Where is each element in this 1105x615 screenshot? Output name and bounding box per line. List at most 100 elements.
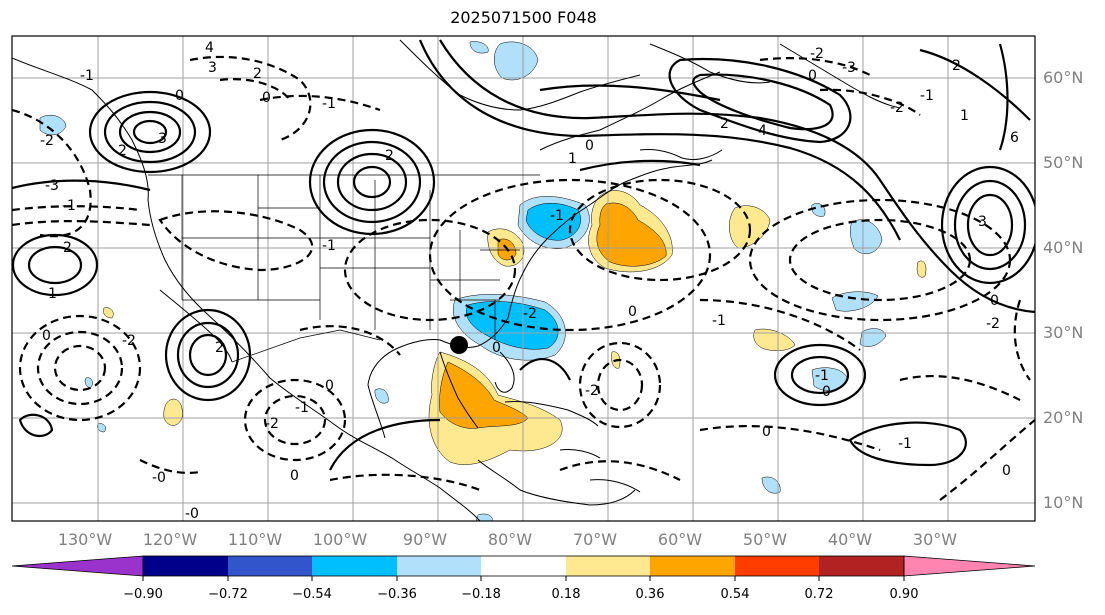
contour-labels: 4 3 2 0 -1 0 -1 2 3 -2 -3 -1 -2 0 1 2 -1… [40,40,1019,522]
negative-anomaly-region [97,423,106,433]
lat-tick-label: 40°N [1043,238,1083,257]
colorbar-extend-max [903,555,1036,577]
contour-label: -1 [322,238,336,254]
colorbar-segment [650,556,735,576]
colorbar-segment [819,556,904,576]
contour-label: 0 [262,90,271,106]
contour-label: 0 [290,468,299,484]
longitude-axis: 130°W 120°W 110°W 100°W 90°W 80°W 70°W 6… [58,530,957,549]
contour-label: 6 [1010,130,1019,146]
lat-tick-label: 30°N [1043,323,1083,342]
contour-label: 0 [822,384,831,400]
contour-label: -0 [152,470,166,486]
colorbar-tick-label: −0.90 [123,587,163,602]
contour-label: 0 [42,328,51,344]
positive-anomaly-region [103,307,114,319]
storm-center-marker [450,336,468,354]
contour-label: 2 [952,58,961,74]
lon-tick-label: 70°W [573,530,617,549]
contour-label: 0 [175,88,184,104]
contour-label: 3 [158,131,167,147]
contour-label: -0 [185,506,199,522]
contour-label: -2 [265,416,279,432]
contour-label: -2 [890,100,904,116]
contour-label: 0 [585,138,594,154]
lat-tick-label: 50°N [1043,153,1083,172]
lon-tick-label: 40°W [828,530,872,549]
contour-label: 4 [758,123,767,139]
contour-label: -1 [815,368,829,384]
colorbar-segment [312,556,397,576]
colorbar-tick-label: 0.36 [636,587,665,602]
lon-tick-label: 60°W [658,530,702,549]
lon-tick-label: 50°W [743,530,787,549]
lat-tick-label: 10°N [1043,493,1083,512]
contour-label: 0 [628,304,637,320]
negative-anomaly-region [466,301,559,350]
latitude-axis: 60°N 50°N 40°N 30°N 20°N 10°N [1043,68,1083,512]
positive-anomaly-region [753,328,796,351]
contour-label: 3 [208,60,217,76]
negative-anomaly-region [525,203,581,241]
lon-tick-label: 130°W [58,530,113,549]
shaded-anomaly-regions [39,41,927,521]
colorbar-extend-min [11,555,144,577]
lon-tick-label: 110°W [228,530,283,549]
contour-label: -3 [842,60,856,76]
colorbar: −0.90 −0.72 −0.54 −0.36 −0.18 0.18 0.36 … [11,555,1036,602]
colorbar-tick-label: −0.36 [377,587,417,602]
contour-label: -1 [62,198,76,214]
colorbar-tick-label: −0.18 [461,587,501,602]
negative-anomaly-region [39,115,67,136]
contour-label: -2 [122,333,136,349]
contour-label: 0 [762,424,771,440]
negative-contours [12,55,1035,501]
colorbar-segment [143,556,228,576]
contour-label: -1 [322,96,336,112]
negative-anomaly-region [761,476,781,494]
contour-label: 4 [205,40,214,56]
contour-label: 3 [978,214,987,230]
negative-anomaly-region [469,41,489,54]
contour-label: -2 [58,240,72,256]
negative-anomaly-region [850,219,883,255]
colorbar-tick-label: −0.72 [208,587,248,602]
positive-contours [12,39,1035,471]
contour-label: -1 [80,68,94,84]
contour-label: 2 [385,148,394,164]
contour-label: 1 [568,151,577,167]
contour-label: 2 [720,116,729,132]
contour-label: -2 [523,306,537,322]
contour-label: -2 [585,383,599,399]
contour-label: -2 [40,133,54,149]
colorbar-segment [481,556,566,576]
negative-anomaly-region [475,513,493,521]
lat-tick-label: 20°N [1043,408,1083,427]
colorbar-segment [735,556,819,576]
lat-tick-label: 60°N [1043,68,1083,87]
contour-label: 2 [118,143,127,159]
contour-label: 0 [1002,463,1011,479]
contour-label: -2 [810,46,824,62]
colorbar-segment [397,556,481,576]
contour-label: -3 [45,178,59,194]
positive-anomaly-region [439,361,529,429]
contour-label: -1 [295,400,309,416]
colorbar-tick-label: 0.72 [805,587,834,602]
lon-tick-label: 100°W [313,530,368,549]
lon-tick-label: 30°W [913,530,957,549]
contour-label: 2 [215,340,224,356]
lon-tick-label: 120°W [143,530,198,549]
contour-label: -2 [986,316,1000,332]
contour-label: -1 [920,88,934,104]
political-borders [148,174,540,363]
contour-label: 2 [253,66,262,82]
colorbar-tick-label: −0.54 [292,587,332,602]
coastlines [12,39,901,521]
contour-label: 1 [48,286,57,302]
colorbar-tick-label: 0.54 [721,587,750,602]
map-frame [11,35,1036,522]
contour-label: -1 [898,436,912,452]
contour-label: 1 [960,108,969,124]
